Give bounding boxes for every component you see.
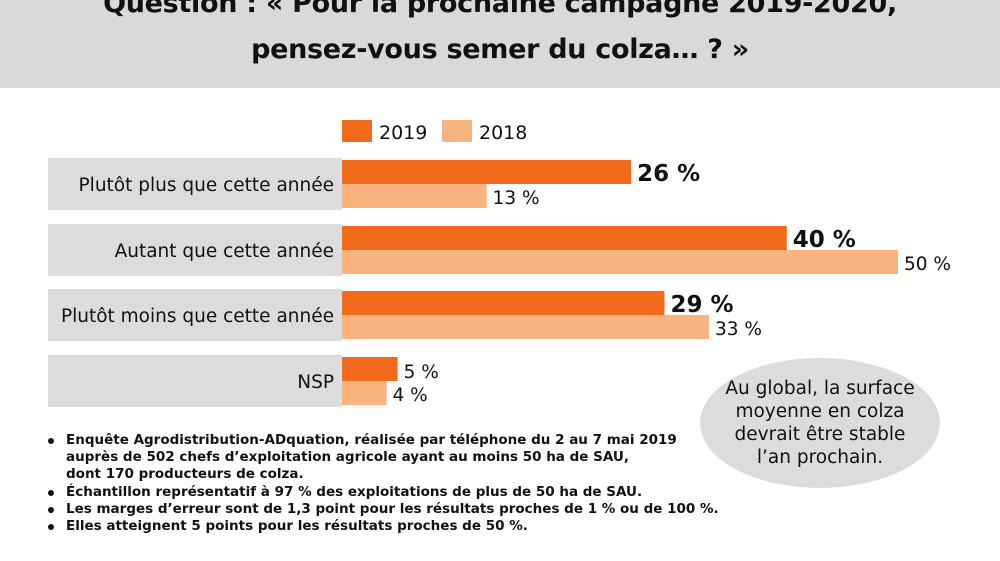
category-band (48, 355, 342, 407)
bar-2019 (342, 160, 632, 184)
data-label-2019: 5 % (404, 362, 439, 383)
legend-label: 2019 (379, 122, 427, 144)
bar-2018 (342, 315, 709, 339)
bar-2019 (342, 291, 665, 315)
bar-2019 (342, 357, 398, 381)
bullet-icon (48, 489, 54, 496)
data-label-2018: 33 % (715, 319, 762, 340)
chart-title-line-1: Question : « Pour la prochaine campagne … (103, 0, 897, 19)
category-band (48, 224, 342, 276)
summary-bubble: Au global, la surface moyenne en colza d… (700, 358, 940, 488)
bullet-icon (48, 438, 54, 444)
data-label-2019: 26 % (637, 161, 700, 187)
chart-title-line-2: pensez-vous semer du colza… ? » (251, 34, 749, 65)
legend-swatch (442, 120, 472, 142)
category-label: Autant que cette année (115, 241, 334, 262)
note-line: Elles atteignent 5 points pour les résul… (66, 518, 528, 535)
category-band (48, 158, 342, 210)
bar-chart: 2019 2018 Plutôt plus que cette année 26 % 1… (48, 120, 951, 407)
note-item: Échantillon représentatif à 97 % des exp… (46, 484, 726, 501)
note-item: Les marges d’erreur sont de 1,3 point po… (46, 501, 726, 518)
title-band: Question : « Pour la prochaine campagne … (0, 0, 1000, 88)
legend-label: 2018 (479, 122, 527, 144)
note-line: Échantillon représentatif à 97 % des exp… (66, 483, 643, 500)
bar-2018 (342, 250, 898, 274)
data-label-2019: 29 % (670, 292, 733, 318)
bar-2019 (342, 226, 787, 250)
category-label: Plutôt plus que cette année (79, 175, 334, 196)
data-label-2018: 50 % (904, 254, 951, 275)
note-line: dont 170 producteurs de colza. (66, 466, 304, 483)
bullet-icon (48, 506, 54, 513)
category-band (48, 289, 342, 341)
note-line: auprès de 502 chefs d’exploitation agric… (66, 449, 629, 466)
survey-notes: Enquête Agrodistribution-ADquation, réal… (46, 432, 726, 535)
data-label-2018: 4 % (392, 385, 427, 406)
bullet-icon (48, 524, 54, 531)
note-line: Enquête Agrodistribution-ADquation, réal… (66, 432, 677, 448)
category-label: Plutôt moins que cette année (61, 306, 334, 327)
category-label: NSP (297, 372, 334, 393)
note-line: Les marges d’erreur sont de 1,3 point po… (66, 500, 719, 517)
note-item: Elles atteignent 5 points pour les résul… (46, 518, 726, 535)
bar-2018 (342, 381, 387, 405)
summary-text: Au global, la surface moyenne en colza d… (725, 378, 915, 468)
data-label-2019: 40 % (793, 227, 856, 253)
note-item: Enquête Agrodistribution-ADquation, réal… (46, 432, 726, 484)
bar-2018 (342, 184, 487, 208)
legend-swatch (342, 120, 372, 142)
data-label-2018: 13 % (493, 188, 540, 209)
